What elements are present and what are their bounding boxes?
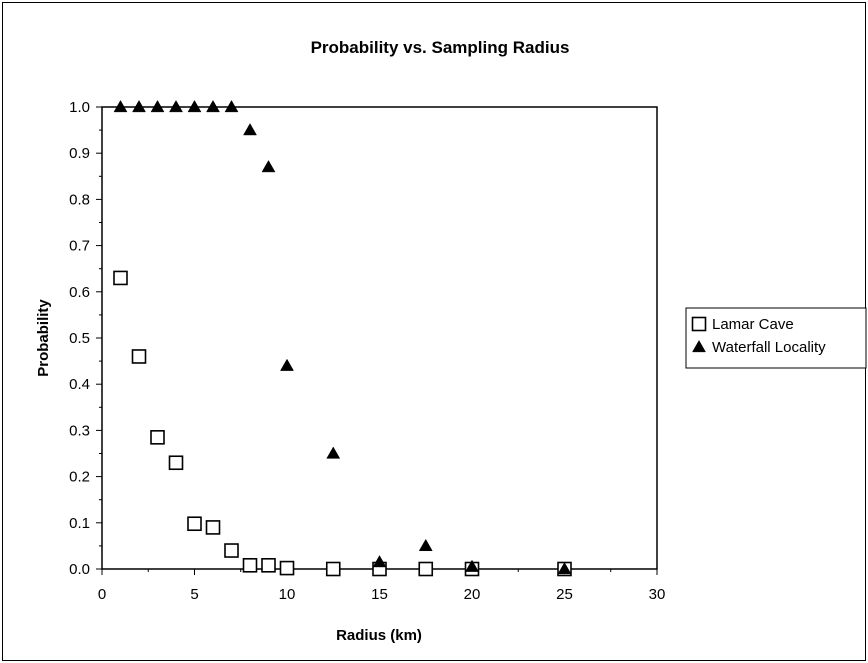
data-point-waterfall-locality xyxy=(150,99,165,113)
data-point-waterfall-locality xyxy=(224,99,239,113)
legend: Lamar Cave Waterfall Locality xyxy=(685,307,867,369)
x-tick-label: 20 xyxy=(464,586,481,603)
x-tick-label: 30 xyxy=(649,586,666,603)
data-point-waterfall-locality xyxy=(280,358,294,371)
chart-title: Probability vs. Sampling Radius xyxy=(311,38,570,57)
x-tick-label: 5 xyxy=(190,586,198,603)
data-point-waterfall-locality xyxy=(243,123,257,136)
data-point-lamar-cave xyxy=(205,520,221,535)
x-tick-label: 25 xyxy=(556,586,573,603)
data-point-lamar-cave xyxy=(279,560,295,576)
legend-marker-triangle-icon xyxy=(692,339,706,353)
x-tick-label: 10 xyxy=(279,586,296,603)
y-tick-label: 0.4 xyxy=(69,376,90,393)
legend-box xyxy=(685,307,867,369)
data-point-lamar-cave xyxy=(150,430,165,445)
data-point-lamar-cave xyxy=(261,558,276,573)
y-tick-label: 0.1 xyxy=(69,515,90,532)
y-tick-label: 0.7 xyxy=(69,238,90,255)
x-axis-title: Radius (km) xyxy=(336,627,422,644)
data-point-waterfall-locality xyxy=(206,99,220,113)
data-point-waterfall-locality xyxy=(557,561,572,575)
data-point-lamar-cave xyxy=(168,455,184,471)
y-tick-label: 0.6 xyxy=(69,284,90,301)
y-tick-label: 0.0 xyxy=(69,561,90,578)
y-tick-label: 0.2 xyxy=(69,469,90,486)
data-point-lamar-cave xyxy=(418,561,434,577)
y-tick-label: 1.0 xyxy=(69,99,90,116)
data-markers xyxy=(113,99,572,577)
x-axis: 0 5 10 15 20 25 30 xyxy=(98,569,666,603)
x-tick-label: 0 xyxy=(98,586,106,603)
data-point-lamar-cave xyxy=(224,543,239,558)
y-axis: 0.0 0.1 0.2 0.3 0.4 0.5 0.6 0.7 0.8 0.9 1.0 xyxy=(69,99,102,578)
data-point-waterfall-locality xyxy=(261,160,276,173)
x-tick-label: 15 xyxy=(371,586,388,603)
data-point-waterfall-locality xyxy=(418,538,433,552)
data-point-waterfall-locality xyxy=(113,99,128,113)
data-point-waterfall-locality xyxy=(465,559,479,572)
data-point-lamar-cave xyxy=(113,270,128,286)
data-point-lamar-cave xyxy=(131,349,147,364)
data-point-waterfall-locality xyxy=(326,446,341,459)
y-tick-label: 0.9 xyxy=(69,145,90,162)
legend-label: Lamar Cave xyxy=(712,316,794,333)
data-point-lamar-cave xyxy=(242,558,258,573)
data-point-waterfall-locality xyxy=(372,555,387,568)
y-tick-label: 0.3 xyxy=(69,422,90,439)
data-point-waterfall-locality xyxy=(187,99,202,113)
legend-marker-square-icon xyxy=(691,316,707,332)
data-point-waterfall-locality xyxy=(169,99,183,113)
data-point-lamar-cave xyxy=(325,561,341,577)
y-tick-label: 0.5 xyxy=(69,330,90,347)
legend-label: Waterfall Locality xyxy=(712,339,826,356)
data-point-lamar-cave xyxy=(187,516,202,532)
plot-area xyxy=(101,106,658,570)
y-axis-title: Probability xyxy=(35,299,52,377)
data-point-waterfall-locality xyxy=(132,99,146,113)
y-tick-label: 0.8 xyxy=(69,191,90,208)
